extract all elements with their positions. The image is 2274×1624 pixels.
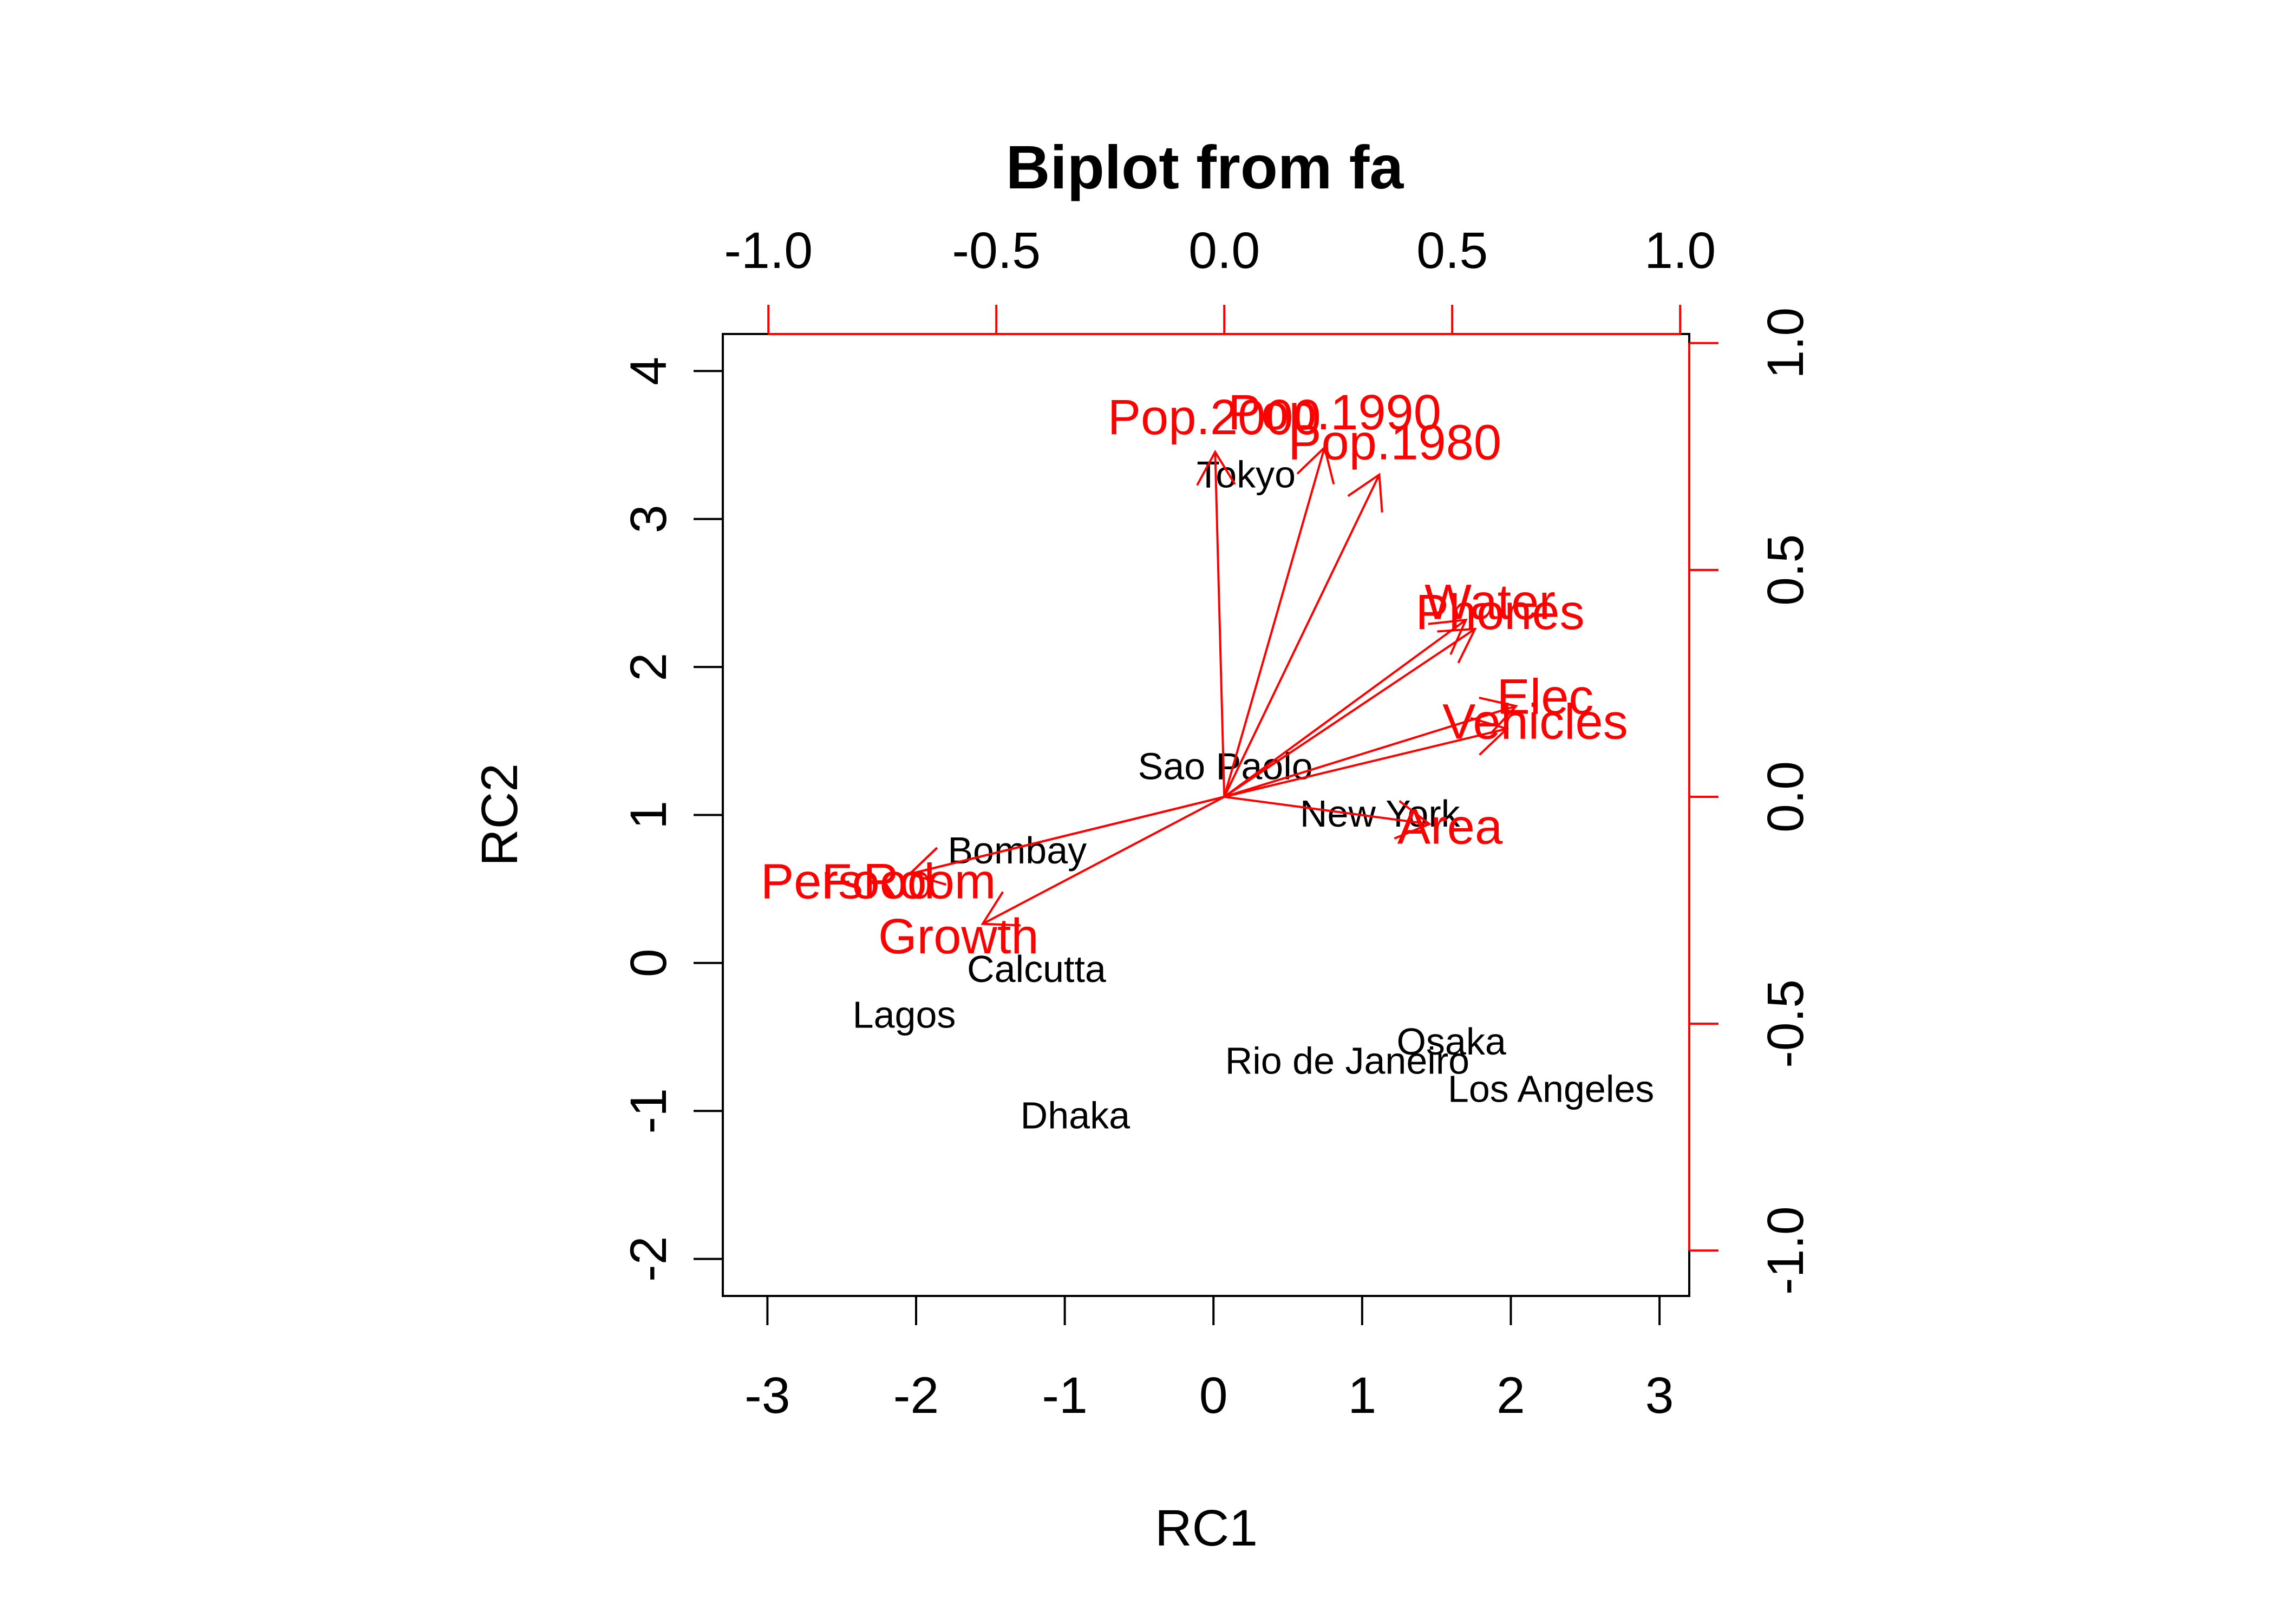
- right-tick-label: 0.0: [1757, 761, 1814, 833]
- loading-label: Elec: [1497, 670, 1593, 725]
- loading-label: Pop.2000: [1108, 390, 1321, 445]
- y-axis-left: -2 -1 0 1 2 3 4: [620, 357, 724, 1282]
- loading-label: Growth: [878, 909, 1039, 964]
- x-tick-label: 1: [1348, 1367, 1376, 1424]
- y-axis-label: RC2: [471, 763, 528, 866]
- y-tick-label: 2: [620, 653, 677, 682]
- loading-label: Vehicles: [1442, 695, 1628, 750]
- right-tick-label: 0.5: [1757, 534, 1814, 606]
- y-tick-label: 3: [620, 505, 677, 533]
- loading-arrow: Vehicles: [1224, 695, 1628, 798]
- right-tick-label: -1.0: [1757, 1206, 1814, 1295]
- top-tick-label: 0.0: [1188, 222, 1260, 279]
- y-axis-right-loadings: -1.0 -0.5 0.0 0.5 1.0: [1688, 307, 1814, 1295]
- y-tick-label: -1: [620, 1088, 677, 1134]
- x-axis-label: RC1: [1155, 1499, 1258, 1557]
- point-label: New York: [1300, 793, 1461, 835]
- y-tick-label: 1: [620, 801, 677, 829]
- top-tick-label: -0.5: [952, 222, 1041, 279]
- loading-arrow: Area: [1224, 795, 1503, 854]
- right-tick-label: 1.0: [1757, 307, 1814, 379]
- loading-label: Water: [1424, 574, 1556, 630]
- loading-arrow: Pop.1990: [1223, 385, 1441, 797]
- top-tick-label: 1.0: [1644, 222, 1716, 279]
- loading-arrow: Water: [1223, 574, 1556, 798]
- y-tick-label: 4: [620, 357, 677, 385]
- loading-label: Area: [1397, 799, 1503, 854]
- y-tick-label: -2: [620, 1236, 677, 1281]
- point-label: Dhaka: [1021, 1094, 1130, 1136]
- loading-arrow: Phones: [1224, 585, 1585, 798]
- loading-arrow: Pop.1980: [1223, 415, 1501, 797]
- point-label: Los Angeles: [1448, 1068, 1654, 1110]
- loading-arrow: Growth: [878, 796, 1225, 964]
- point-label: Calcutta: [967, 948, 1106, 990]
- top-tick-label: -1.0: [724, 222, 813, 279]
- loading-label: Phones: [1416, 585, 1585, 640]
- loading-arrow: PersRoom: [761, 796, 1225, 909]
- x-tick-label: -3: [744, 1367, 790, 1424]
- x-tick-label: -2: [893, 1367, 939, 1424]
- point-label: Rio de Janeiro: [1225, 1039, 1469, 1082]
- loading-arrow: Elec: [1224, 670, 1593, 798]
- loading-arrow: Pop.2000: [1108, 390, 1321, 797]
- x-tick-label: -1: [1042, 1367, 1087, 1424]
- right-tick-label: -0.5: [1757, 979, 1814, 1068]
- x-axis-top-loadings: -1.0 -0.5 0.0 0.5 1.0: [724, 222, 1716, 335]
- y-tick-label: 0: [620, 948, 677, 977]
- x-tick-label: 0: [1199, 1367, 1228, 1424]
- loading-label: Pop.1990: [1228, 385, 1441, 440]
- point-label: Tokyo: [1197, 454, 1296, 496]
- loading-label: Pop.1980: [1288, 415, 1501, 470]
- chart-title: Biplot from fa: [1006, 133, 1404, 201]
- x-axis-bottom: -3 -2 -1 0 1 2 3: [744, 1295, 1674, 1424]
- point-label: Osaka: [1396, 1020, 1506, 1063]
- x-tick-label: 3: [1645, 1367, 1674, 1424]
- top-tick-label: 0.5: [1416, 222, 1488, 279]
- loading-label: PersRoom: [761, 854, 996, 909]
- point-label: Lagos: [853, 994, 956, 1036]
- x-tick-label: 2: [1497, 1367, 1525, 1424]
- loading-label: Food: [821, 854, 935, 909]
